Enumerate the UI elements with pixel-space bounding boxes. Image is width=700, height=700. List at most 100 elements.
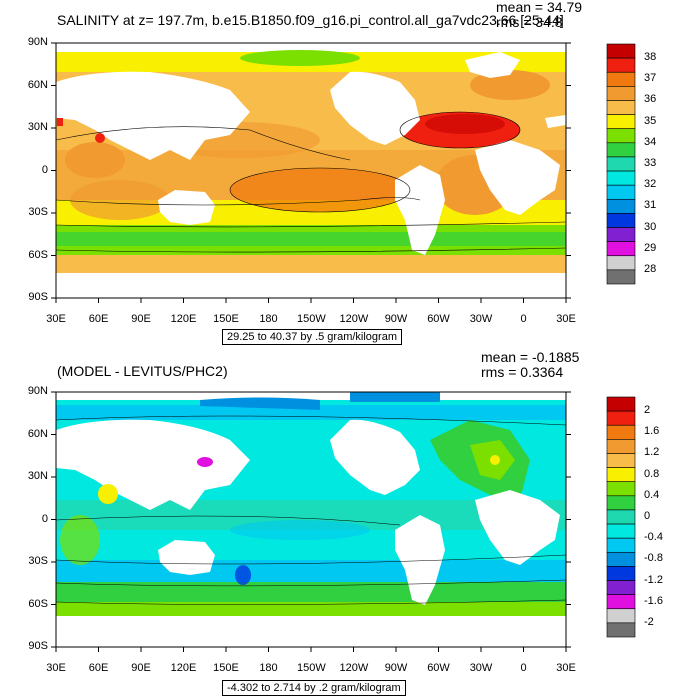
panel1-colorbar-label-2: 36 bbox=[644, 93, 657, 106]
panel2-colorbar-label-3: 0.8 bbox=[644, 467, 660, 480]
panel2-colorbar-swatch-16 bbox=[606, 622, 636, 638]
panel2-map bbox=[56, 392, 566, 647]
panel1-colorbar-label-10: 28 bbox=[644, 262, 657, 275]
panel2-colorbar-label-0: 2 bbox=[644, 404, 651, 417]
panel2-lat-label-5: 60S bbox=[28, 597, 48, 610]
panel2-lon-label-6: 150W bbox=[297, 662, 326, 674]
panel1-colorbar-label-7: 31 bbox=[644, 199, 657, 212]
panel2-lon-label-3: 120E bbox=[170, 662, 197, 674]
panel1-lat-label-3: 0 bbox=[41, 163, 48, 176]
panel1-colorbar-swatch-5 bbox=[606, 114, 636, 130]
panel2-lon-label-1: 60E bbox=[88, 662, 109, 674]
panel1-lat-label-4: 30S bbox=[28, 206, 48, 218]
panel1-colorbar-swatch-3 bbox=[606, 86, 636, 101]
panel1-colorbar-swatch-2 bbox=[606, 71, 636, 87]
panel1-rms: rms = 34.8 bbox=[496, 14, 563, 30]
panel2-colorbar-swatch-8 bbox=[606, 509, 636, 525]
panel1-colorbar-swatch-6 bbox=[606, 128, 636, 144]
panel2-colorbar-swatch-7 bbox=[606, 495, 636, 511]
panel2-colorbar-swatch-1 bbox=[606, 410, 636, 426]
panel2-colorbar-swatch-15 bbox=[606, 608, 636, 624]
panel1-colorbar-swatch-13 bbox=[606, 227, 636, 242]
panel1-lat-label-5: 60S bbox=[28, 248, 48, 261]
panel2-colorbar-label-7: -0.8 bbox=[644, 552, 663, 565]
panel2-lat-label-0: 90N bbox=[27, 385, 48, 397]
panel1-colorbar-swatch-11 bbox=[606, 198, 636, 214]
panel1-lon-label-2: 90E bbox=[131, 313, 151, 325]
panel2-lon-label-9: 60W bbox=[427, 662, 450, 674]
panel2-colorbar-swatch-3 bbox=[606, 439, 636, 454]
panel1-colorbar-label-1: 37 bbox=[644, 72, 657, 85]
panel2-lat-label-1: 60N bbox=[27, 427, 48, 440]
panel1-lon-label-3: 120E bbox=[170, 313, 197, 325]
panel1-colorbar-swatch-10 bbox=[606, 184, 636, 200]
panel2-lon-label-4: 150E bbox=[213, 662, 239, 674]
panel1-lon-label-5: 180 bbox=[259, 313, 278, 325]
panel1-lon-label-4: 150E bbox=[213, 313, 239, 325]
panel1-colorbar-swatch-4 bbox=[606, 100, 636, 115]
panel2-colorbar-swatch-2 bbox=[606, 424, 636, 440]
panel1-colorbar-swatch-1 bbox=[606, 57, 636, 73]
panel2-lat-label-4: 30S bbox=[28, 555, 48, 567]
panel1-mean: mean = 34.79 bbox=[496, 0, 583, 15]
panel2-mean: mean = -0.1885 bbox=[481, 349, 580, 365]
panel2-colorbar-label-2: 1.2 bbox=[644, 446, 660, 459]
panel1-range-box: 29.25 to 40.37 by .5 gram/kilogram bbox=[222, 329, 402, 345]
panel2-lon-label-7: 120W bbox=[339, 662, 369, 674]
panel2-colorbar-label-9: -1.6 bbox=[644, 594, 663, 607]
panel1-lon-label-12: 30E bbox=[556, 313, 576, 325]
panel2-colorbar bbox=[606, 396, 636, 638]
panel1-colorbar-label-6: 32 bbox=[644, 178, 657, 191]
panel2-colorbar-label-5: 0 bbox=[644, 510, 651, 522]
panel2-lon-label-0: 30E bbox=[46, 662, 66, 674]
panel2-lon-label-2: 90E bbox=[131, 662, 151, 674]
panel2-colorbar-swatch-0 bbox=[606, 396, 636, 412]
panel1-colorbar-swatch-9 bbox=[606, 170, 636, 186]
panel2-colorbar-label-4: 0.4 bbox=[644, 488, 660, 501]
panel2-colorbar-swatch-4 bbox=[606, 453, 636, 468]
panel2-colorbar-swatch-5 bbox=[606, 467, 636, 483]
panel2-rms: rms = 0.3364 bbox=[481, 364, 564, 380]
panel1-colorbar-label-4: 34 bbox=[644, 135, 657, 148]
panel2-colorbar-swatch-10 bbox=[606, 537, 636, 553]
panel2-lat-label-2: 30N bbox=[27, 470, 48, 482]
panel1-lon-label-0: 30E bbox=[46, 313, 66, 325]
panel1-lon-label-8: 90W bbox=[384, 313, 408, 325]
panel1-map bbox=[56, 43, 566, 298]
panel1-title: SALINITY at z= 197.7m, b.e15.B1850.f09_g… bbox=[57, 12, 564, 28]
panel1-lon-label-6: 150W bbox=[297, 313, 326, 325]
panel1-lon-label-11: 0 bbox=[520, 313, 527, 325]
panel2-colorbar-swatch-14 bbox=[606, 594, 636, 610]
panel1-lon-label-10: 30W bbox=[469, 313, 493, 325]
panel1-colorbar-label-3: 35 bbox=[644, 114, 657, 127]
panel2-colorbar-swatch-12 bbox=[606, 566, 636, 581]
panel1-lat-label-0: 90N bbox=[27, 36, 48, 48]
panel2-ticks bbox=[51, 391, 571, 652]
panel1-lon-label-1: 60E bbox=[88, 313, 109, 325]
panel2-lon-label-8: 90W bbox=[384, 662, 408, 674]
panel2-colorbar-label-6: -0.4 bbox=[644, 531, 663, 544]
panel1-colorbar-swatch-7 bbox=[606, 142, 636, 158]
panel2-colorbar-swatch-13 bbox=[606, 580, 636, 595]
panel2-colorbar-label-8: -1.2 bbox=[644, 573, 663, 586]
panel2-colorbar-swatch-6 bbox=[606, 481, 636, 497]
panel2-lon-label-10: 30W bbox=[469, 662, 493, 674]
panel1-colorbar-swatch-14 bbox=[606, 241, 636, 257]
panel2-lat-label-3: 0 bbox=[41, 512, 48, 525]
panel1-colorbar bbox=[606, 43, 636, 285]
panel2-title: (MODEL - LEVITUS/PHC2) bbox=[57, 363, 228, 379]
panel1-lat-label-6: 90S bbox=[28, 291, 48, 303]
panel1-colorbar-label-5: 33 bbox=[644, 157, 657, 169]
panel1-colorbar-swatch-12 bbox=[606, 213, 636, 228]
panel1-colorbar-label-0: 38 bbox=[644, 51, 657, 64]
panel1-colorbar-swatch-8 bbox=[606, 156, 636, 172]
panel1-colorbar-swatch-0 bbox=[606, 43, 636, 59]
panel1-colorbar-swatch-16 bbox=[606, 269, 636, 285]
panel1-colorbar-label-8: 30 bbox=[644, 220, 657, 233]
panel2-colorbar-swatch-9 bbox=[606, 523, 636, 539]
panel2-range-box: -4.302 to 2.714 by .2 gram/kilogram bbox=[222, 680, 406, 696]
panel2-colorbar-swatch-11 bbox=[606, 551, 636, 567]
panel2-lat-label-6: 90S bbox=[28, 640, 48, 652]
panel1-lat-label-1: 60N bbox=[27, 78, 48, 91]
